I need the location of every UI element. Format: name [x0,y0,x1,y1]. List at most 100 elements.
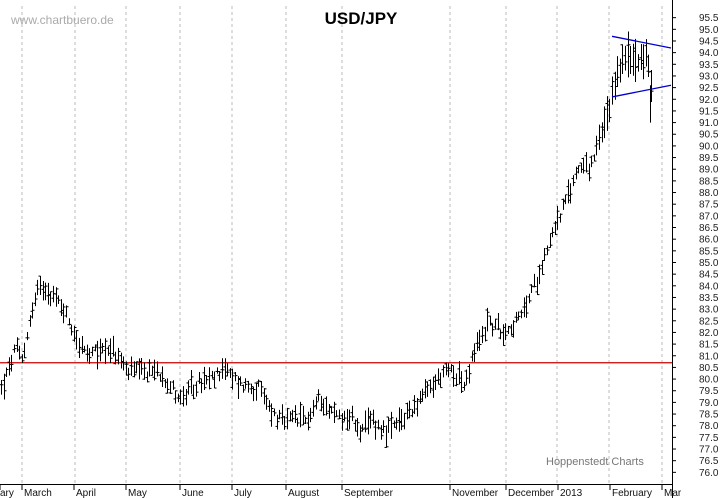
price-bar-225 [584,152,589,173]
price-bar-1 [2,373,7,400]
price-bar-175 [454,373,459,387]
price-bar-15 [38,275,43,295]
price-bar-125 [324,396,329,416]
price-bar-114 [295,417,300,427]
price-bar-29 [74,330,79,350]
price-bar-229 [594,135,599,156]
price-bar-130 [337,409,342,420]
y-tick-label-32: 92.0 [699,95,719,106]
y-tick-label-31: 91.5 [699,106,719,117]
y-tick-label-14: 83.0 [699,305,719,316]
y-tick-label-23: 87.5 [699,200,719,211]
price-bar-150 [389,411,394,439]
price-bar-4 [9,354,14,372]
price-bar-144 [373,420,378,440]
price-bar-215 [558,213,563,223]
price-bar-107 [277,409,282,420]
price-bar-170 [441,365,446,378]
price-bar-10 [25,331,30,341]
price-bar-116 [301,405,306,426]
y-tick-label-10: 81.0 [699,351,719,362]
price-bar-182 [472,343,477,363]
price-bar-30 [77,337,82,358]
y-tick-label-2: 77.0 [699,445,719,456]
price-bar-147 [381,420,386,433]
price-bar-197 [511,320,516,338]
x-month-label-3: May [128,488,147,498]
price-bar-186 [483,326,488,342]
price-bar-208 [540,260,545,276]
y-tick-label-9: 80.5 [699,363,719,374]
y-tick-label-21: 86.5 [699,223,719,234]
price-bar-97 [251,386,256,402]
price-bar-79 [204,375,209,385]
price-bar-22 [56,295,61,304]
price-bar-25 [64,305,69,318]
y-tick-label-35: 93.5 [699,60,719,71]
y-tick-label-11: 81.5 [699,340,719,351]
price-bar-27 [69,324,74,336]
price-bar-66 [171,380,176,390]
y-axis-tick-labels: 76.076.577.077.578.078.579.079.580.080.5… [672,13,719,479]
y-tick-label-8: 80.0 [699,375,719,386]
price-bar-14 [35,279,40,296]
price-bar-203 [527,293,532,304]
price-bar-210 [545,245,550,256]
pennant-pattern-lines [611,35,672,98]
y-tick-label-30: 91.0 [699,118,719,129]
price-bar-17 [43,282,48,301]
price-bar-106 [275,414,280,430]
price-bar-2 [4,367,9,378]
price-bar-50 [129,356,134,376]
x-month-label-5: July [234,488,252,498]
y-tick-label-39: 95.5 [699,13,719,24]
price-bar-237 [615,56,620,88]
price-bar-140 [363,410,368,433]
chart-title: USD/JPY [325,9,398,28]
price-bar-52 [134,361,139,374]
price-bar-70 [181,386,186,407]
price-bar-24 [61,303,66,324]
price-bar-87 [225,363,230,377]
price-bar-200 [519,309,524,319]
price-bar-73 [189,370,194,394]
price-bar-28 [72,325,77,342]
price-bar-173 [449,364,454,373]
price-bar-37 [95,340,100,370]
price-bar-92 [238,376,243,386]
price-bar-102 [264,394,269,410]
price-bar-195 [506,325,511,334]
price-bar-69 [178,389,183,405]
price-bar-240 [623,45,628,71]
price-bar-42 [108,338,113,364]
price-bar-89 [230,368,235,390]
price-bar-21 [54,287,59,307]
price-bar-207 [537,264,542,285]
price-bar-159 [412,395,417,415]
price-bar-109 [282,415,287,430]
price-bar-139 [360,423,365,432]
price-bar-95 [246,380,251,393]
price-bar-184 [477,329,482,351]
price-bar-94 [243,378,248,389]
price-bar-179 [464,369,469,385]
x-month-label-9: December [508,488,555,498]
price-bars [0,31,654,448]
price-bar-121 [314,396,319,410]
price-bar-230 [597,124,602,150]
price-bar-13 [33,292,38,307]
price-bar-149 [386,416,391,433]
x-month-label-8: November [452,488,499,498]
x-month-label-7: September [344,488,394,498]
price-bar-62 [160,366,165,387]
price-bar-217 [563,194,568,205]
y-tick-label-15: 83.5 [699,293,719,304]
x-month-label-12: Mar [664,488,682,498]
price-bar-157 [407,400,412,419]
price-bar-142 [368,410,373,429]
price-bar-220 [571,175,576,187]
price-bar-234 [607,98,612,123]
y-tick-label-18: 85.0 [699,258,719,269]
price-bar-226 [587,163,592,182]
